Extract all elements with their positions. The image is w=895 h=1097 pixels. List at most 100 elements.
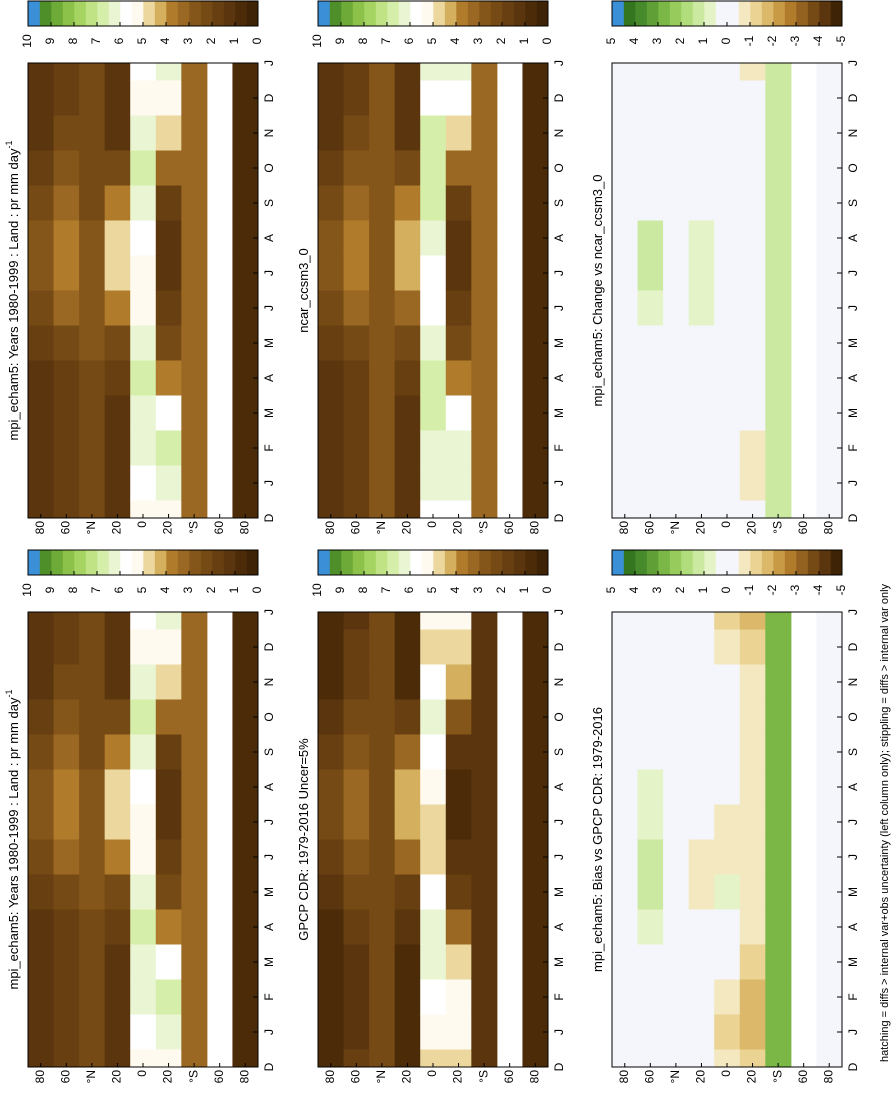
colorbar-tick-label: 10: [20, 34, 34, 48]
cell: [155, 150, 182, 186]
cell: [637, 612, 664, 630]
cell: [155, 979, 182, 1015]
cell: [522, 395, 548, 431]
cell: [612, 255, 639, 291]
cell: [420, 80, 447, 116]
cell: [714, 979, 741, 1015]
cell: [739, 290, 766, 326]
cell: [739, 699, 766, 735]
cell: [181, 839, 208, 875]
colorbar-segment: [39, 1, 52, 26]
cell: [739, 769, 766, 805]
cell: [155, 80, 182, 116]
cell: [28, 612, 55, 630]
cell: [688, 185, 715, 221]
colorbar-tick-label: -4: [811, 35, 825, 46]
cell: [765, 395, 792, 431]
x-tick-label: J: [262, 854, 276, 860]
cell: [739, 360, 766, 396]
cell: [155, 839, 182, 875]
cell: [739, 804, 766, 840]
cell: [53, 150, 80, 186]
cell: [688, 150, 715, 186]
cell: [637, 395, 664, 431]
cell: [663, 465, 690, 501]
cell: [104, 360, 131, 396]
cell: [612, 979, 639, 1015]
cell: [130, 290, 157, 326]
cell: [637, 909, 664, 945]
x-tick-label: J: [846, 854, 860, 860]
cell: [522, 220, 548, 256]
cell: [816, 115, 842, 151]
panel-title: mpi_echam5: Years 1980-1999 : Land : pr …: [4, 690, 21, 990]
cell: [343, 290, 370, 326]
y-tick-label: 80: [821, 521, 835, 535]
cell: [663, 185, 690, 221]
cell: [28, 839, 55, 875]
cell: [471, 290, 498, 326]
cell: [53, 629, 80, 665]
colorbar-segment: [727, 550, 739, 575]
cell: [471, 325, 498, 361]
cell: [445, 629, 472, 665]
cell: [522, 664, 548, 700]
colorbar-segment: [635, 1, 647, 26]
cell: [53, 325, 80, 361]
colorbar-segment: [410, 1, 422, 26]
cell: [79, 909, 106, 945]
cell: [318, 430, 345, 466]
cell: [612, 734, 639, 770]
colorbar-tick-label: 5: [604, 37, 618, 44]
cell: [104, 874, 131, 910]
cell: [318, 325, 345, 361]
cell: [663, 325, 690, 361]
cell: [181, 734, 208, 770]
cell: [394, 1014, 421, 1050]
colorbar-segment: [329, 550, 342, 575]
cell: [420, 395, 447, 431]
colorbar-segment: [444, 1, 457, 26]
cell: [28, 255, 55, 291]
cell: [765, 150, 792, 186]
cell: [663, 395, 690, 431]
x-tick-label: O: [262, 163, 276, 172]
y-tick-label: 80: [527, 521, 541, 535]
cell: [369, 804, 396, 840]
x-tick-label: M: [552, 408, 566, 418]
cell: [714, 699, 741, 735]
y-tick-label: °N: [668, 521, 682, 534]
cell: [765, 979, 792, 1015]
cell: [522, 699, 548, 735]
cell: [53, 430, 80, 466]
cell: [28, 220, 55, 256]
cell: [765, 909, 792, 945]
cell: [471, 80, 498, 116]
colorbar-segment: [444, 550, 457, 575]
cell: [471, 629, 498, 665]
cell: [130, 150, 157, 186]
cell: [232, 804, 258, 840]
cell: [637, 979, 664, 1015]
colorbar-segment: [143, 1, 155, 26]
cell: [343, 769, 370, 805]
cell: [181, 1014, 208, 1050]
cell: [816, 290, 842, 326]
colorbar-segment: [62, 1, 75, 26]
y-tick-label: 80: [323, 1070, 337, 1084]
y-tick-label: 80: [527, 1070, 541, 1084]
colorbar-segment: [177, 1, 190, 26]
cell: [663, 360, 690, 396]
cell: [714, 325, 741, 361]
colorbar-segment: [318, 550, 330, 575]
y-tick-label: 80: [33, 521, 47, 535]
cell: [79, 360, 106, 396]
cell: [181, 979, 208, 1015]
cell: [522, 430, 548, 466]
colorbar-segment: [796, 1, 808, 26]
cell: [765, 612, 792, 630]
cell: [471, 874, 498, 910]
colorbar-tick-label: 6: [402, 37, 416, 44]
title-superscript: -1: [4, 141, 14, 149]
cell: [369, 1014, 396, 1050]
